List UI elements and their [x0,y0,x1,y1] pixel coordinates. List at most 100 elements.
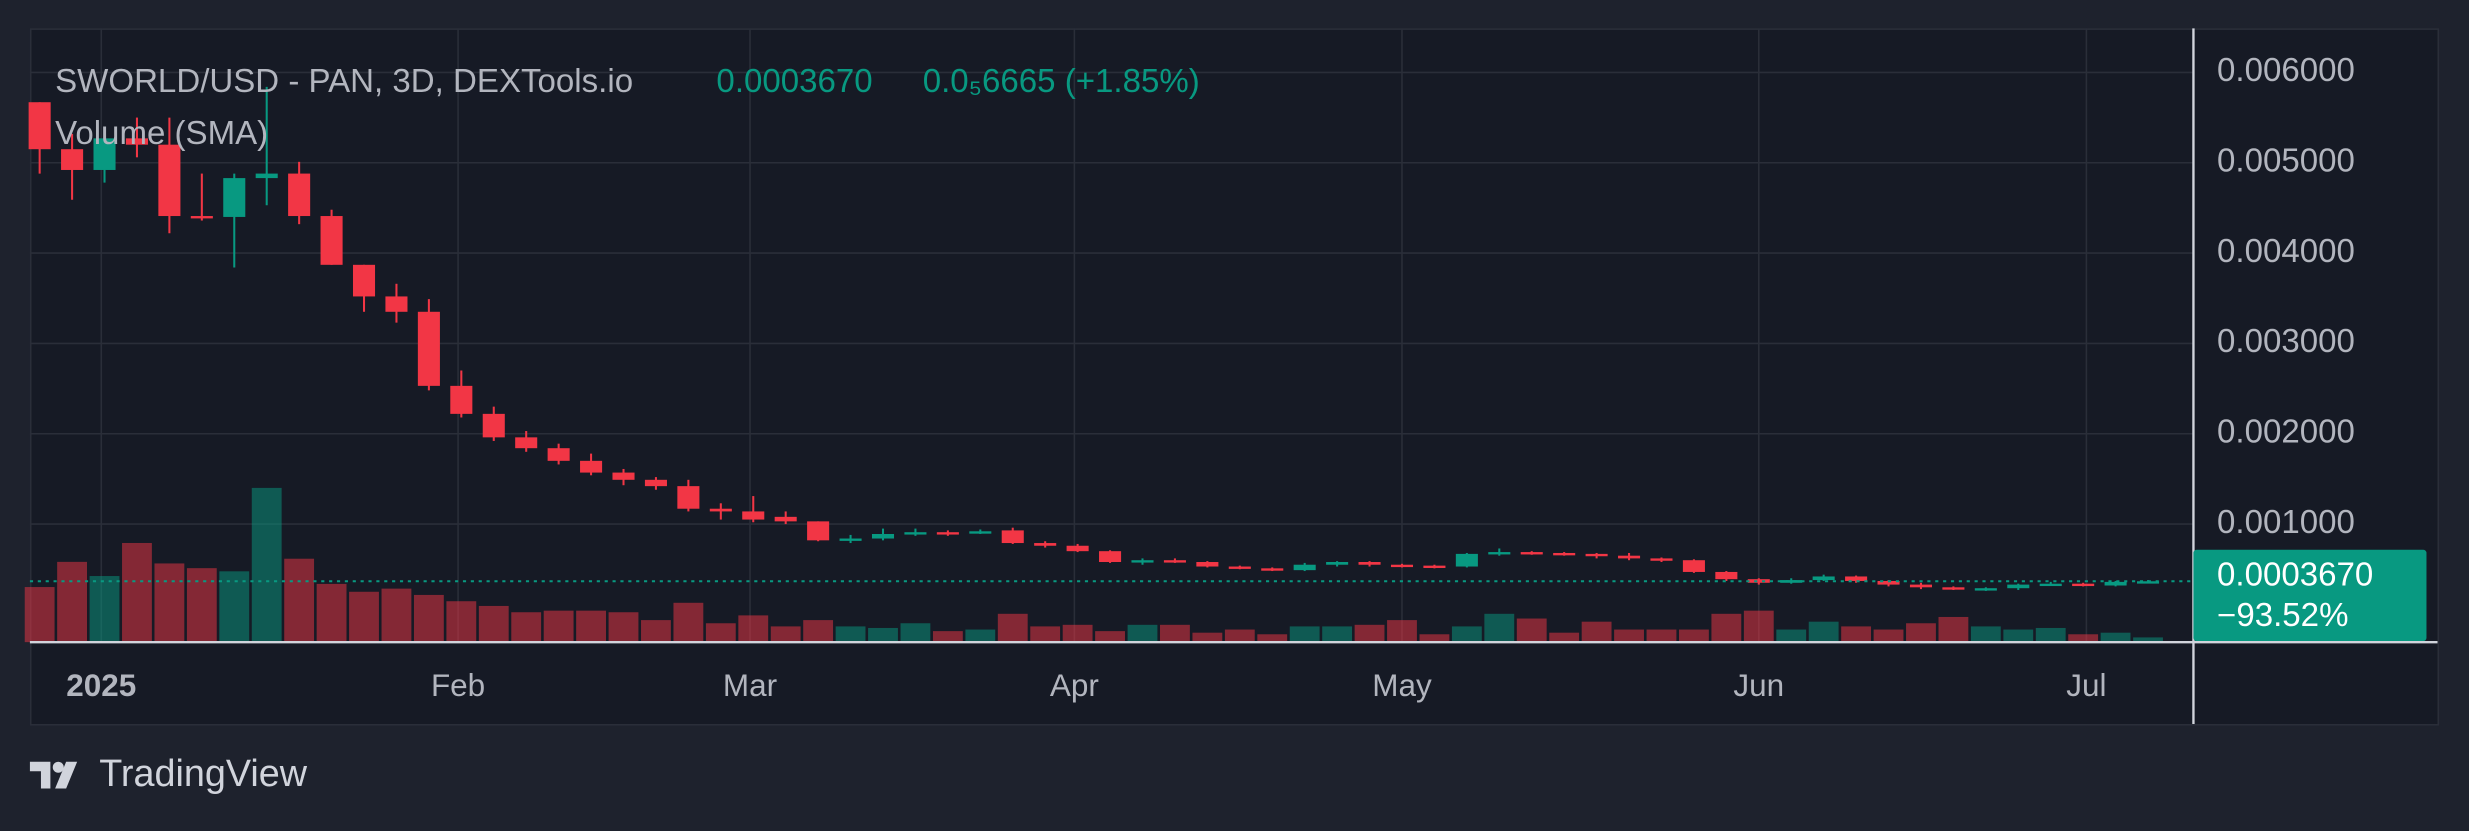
volume-bar [641,620,671,643]
candle-body [1001,530,1024,544]
volume-bar [1646,629,1677,643]
candle-body [547,448,570,461]
volume-bar [543,610,574,643]
volume-bar [2133,637,2163,643]
candle-body [2104,581,2127,586]
candle-body [1455,553,1478,567]
chart-title: SWORLD/USD - PAN, 3D, DEXTools.io [55,63,633,100]
candle-body [1520,552,1543,555]
volume-bar [1873,629,1904,643]
volume-bar [1419,634,1450,643]
candle-body [742,511,765,520]
volume-bar [1062,624,1093,643]
candle-body [1390,564,1414,568]
candle-body [1942,587,1965,590]
volume-bar [835,626,866,643]
candle-body [1780,580,1803,583]
volume-bar [608,612,639,643]
volume-bar [997,613,1028,643]
candle-body [1326,562,1349,565]
candle-body [450,385,473,414]
candle-body [580,460,603,473]
candle-body [709,508,732,512]
volume-bar [1354,624,1385,643]
candle-body [839,538,862,541]
volume-bar [24,587,55,643]
candle-body [677,486,700,509]
candle-body [28,102,51,150]
x-tick-label: Jul [2066,668,2106,703]
volume-bar [1906,623,1936,643]
volume-bar [965,629,996,643]
candle-body [1650,558,1673,561]
candle-body [385,296,408,312]
volume-bar [1160,624,1190,643]
candle-body [969,531,992,534]
volume-bar [1711,613,1742,643]
y-tick-label: 0.003000 [2217,323,2355,360]
header-price: 0.0003670 [716,63,872,100]
y-tick-label: 0.001000 [2217,504,2355,541]
candle-body [1293,564,1316,571]
candle-body [482,413,505,438]
volume-bar [1614,629,1644,643]
candle-body [1585,553,1608,557]
candle-body [1228,566,1251,569]
volume-bar [478,605,509,643]
candle-body [2137,581,2160,584]
candle-body [1877,580,1900,585]
volume-bar [1678,629,1709,643]
candle-body [61,149,84,170]
volume-bar [932,631,963,643]
y-tick-label: 0.002000 [2217,413,2355,450]
candle-body [2039,583,2062,587]
volume-bar [381,588,412,643]
volume-bar [1257,634,1288,643]
x-tick-label: Mar [723,668,777,703]
candle-body [125,138,148,145]
candle-body [1682,560,1705,572]
volume-bar [284,558,315,643]
candle-body [1747,579,1770,583]
volume-bar [770,626,801,643]
y-tick-label: 0.006000 [2217,52,2355,89]
candle-body [644,479,667,487]
x-tick-label: 2025 [66,668,136,703]
candle-body [1812,576,1835,581]
candle-body [1196,562,1219,567]
volume-bar [1743,610,1774,643]
volume-bar [673,602,704,643]
volume-bar [154,563,185,643]
volume-bar [1030,626,1061,643]
last-price-label: 0.0003670 [2217,556,2373,593]
y-tick-label: 0.005000 [2217,142,2355,179]
volume-bar [349,591,379,643]
candle-body [1488,552,1511,555]
volume-bar [122,542,152,643]
candle-body [1845,576,1868,581]
x-tick-label: Apr [1050,668,1099,703]
volume-bar [738,615,769,643]
volume-bar [2068,634,2099,643]
candle-body [288,173,311,217]
volume-bar [1808,621,1839,643]
candle-body [255,173,278,179]
total-change-label: −93.52% [2217,597,2348,634]
candle-body [2007,584,2030,589]
volume-bar [900,623,931,643]
volume-bar [316,583,347,643]
volume-bar [186,568,217,643]
candle-body [223,178,246,217]
volume-bar [1581,621,1612,643]
volume-bar [576,610,606,643]
volume-title: Volume (SMA) [55,115,268,152]
grid [29,28,2194,643]
candle-body [1553,552,1576,556]
volume-bar [1776,629,1807,643]
volume-bar [1516,618,1547,643]
candle-body [1099,551,1122,563]
y-tick-label: 0.004000 [2217,233,2355,270]
candle-body [417,311,440,386]
